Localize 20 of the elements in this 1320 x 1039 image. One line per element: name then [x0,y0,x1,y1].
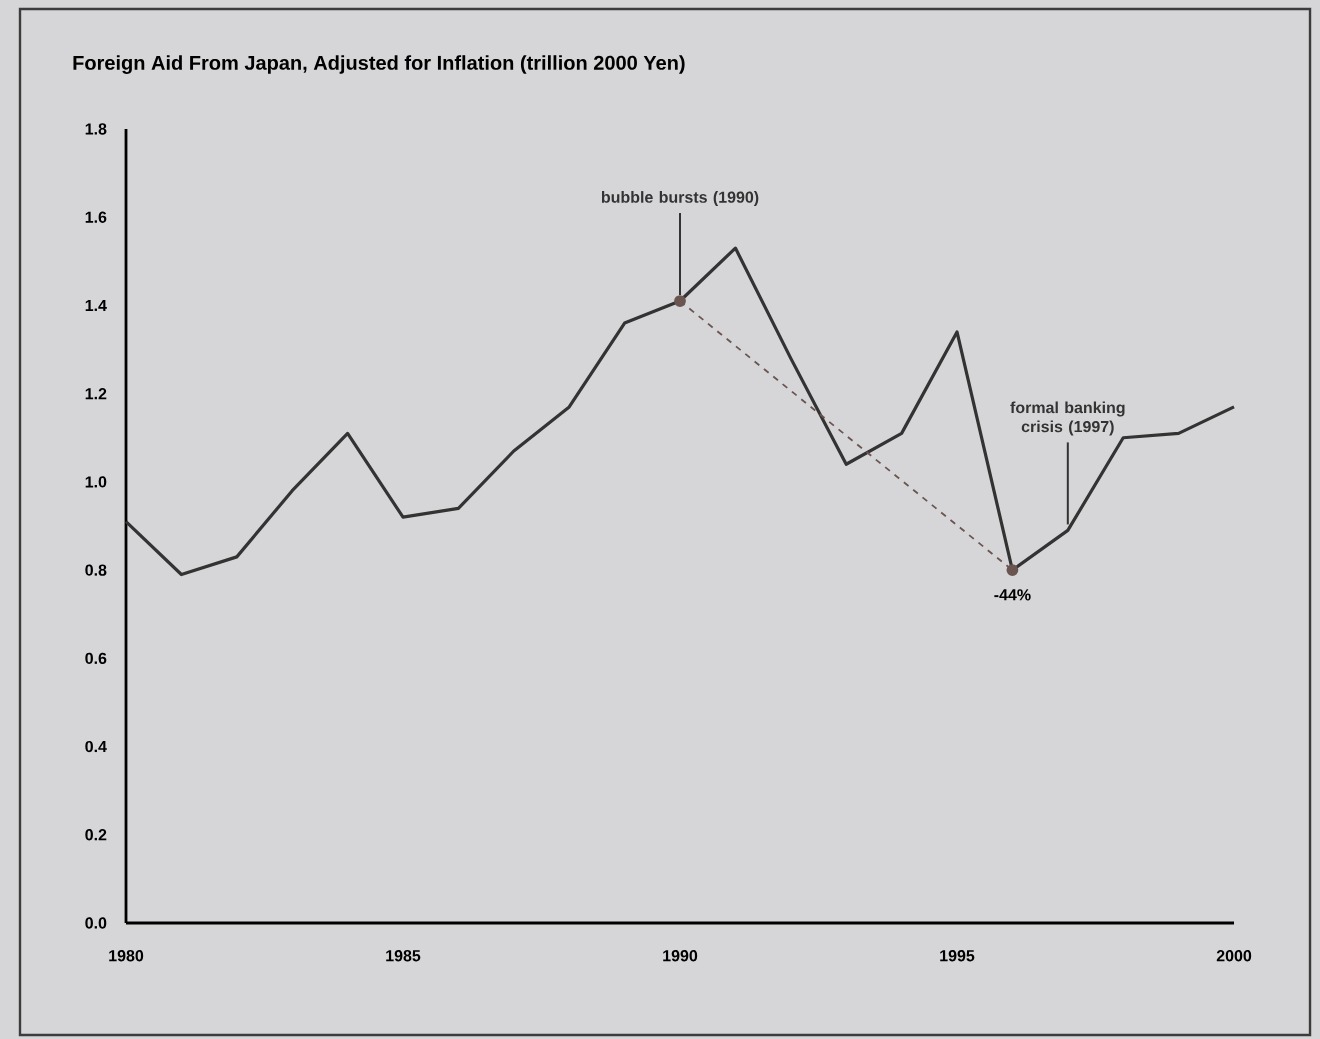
y-tick-label: 0.2 [85,829,107,841]
y-tick-label: 0.0 [85,917,107,929]
y-tick-label: 0.8 [85,564,107,576]
y-tick-label: 1.4 [85,299,107,311]
x-tick-label: 2000 [1216,950,1252,962]
annotation: bubble bursts (1990) [601,191,759,207]
x-tick-label: 1995 [940,950,975,962]
y-tick-label: 1.6 [85,211,107,223]
y-tick-label: 0.6 [85,652,107,664]
x-tick-label: 1980 [109,950,144,962]
x-tick-label: 1990 [663,950,698,962]
annotation: -44% [994,589,1031,601]
y-tick-label: 0.4 [85,740,107,753]
x-tick-label: 1985 [386,950,421,962]
y-tick-label: 1.8 [85,123,107,135]
chart-title: Foreign Aid From Japan, Adjusted for Inflation (trillion 2000 Yen) [73,55,685,74]
y-tick-label: 1.0 [85,476,107,488]
line-series [124,246,1236,577]
annotation: formal banking crisis (1997) [1010,401,1125,436]
y-tick-label: 1.2 [85,388,107,400]
